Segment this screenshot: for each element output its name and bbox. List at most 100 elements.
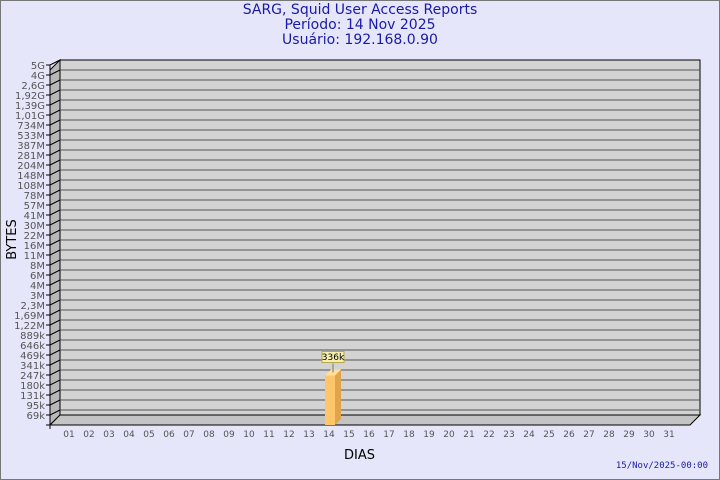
generated-timestamp: 15/Nov/2025-00:00 bbox=[615, 461, 708, 471]
y-tick-label: 889k bbox=[20, 331, 45, 342]
y-tick-label: 30M bbox=[24, 221, 45, 232]
y-tick-label: 4M bbox=[30, 281, 45, 292]
y-tick-slant bbox=[49, 149, 61, 156]
y-tick-slant bbox=[49, 119, 61, 126]
y-tick-slant bbox=[49, 89, 61, 96]
y-tick-slant bbox=[49, 389, 61, 396]
y-tick-label: 1,01G bbox=[15, 111, 45, 122]
y-tick-slant bbox=[49, 329, 61, 336]
x-tick-label: 14 bbox=[323, 430, 335, 440]
bar-side bbox=[335, 369, 341, 425]
plot-back-wall bbox=[59, 59, 701, 416]
y-tick-slant bbox=[49, 359, 61, 366]
y-tick-label: 22M bbox=[24, 231, 45, 242]
y-tick-label: 131k bbox=[20, 391, 45, 402]
y-tick-slant bbox=[49, 399, 61, 406]
plot-floor bbox=[48, 414, 702, 426]
x-tick-label: 19 bbox=[423, 430, 435, 440]
x-tick-label: 18 bbox=[403, 430, 415, 440]
y-axis-label: BYTES bbox=[4, 219, 20, 260]
period-subtitle: Período: 14 Nov 2025 bbox=[284, 17, 436, 33]
y-tick-label: 387M bbox=[17, 141, 45, 152]
x-tick-label: 28 bbox=[603, 430, 615, 440]
x-tick-label: 12 bbox=[283, 430, 294, 440]
y-tick-slant bbox=[49, 229, 61, 236]
x-tick-label: 05 bbox=[143, 430, 154, 440]
y-tick-label: 78M bbox=[24, 191, 45, 202]
user-subtitle: Usuário: 192.168.0.90 bbox=[282, 32, 438, 48]
y-tick-slant bbox=[49, 199, 61, 206]
x-tick-label: 07 bbox=[183, 430, 194, 440]
y-tick-label: 1,69M bbox=[14, 311, 45, 322]
y-tick-label: 180k bbox=[20, 381, 45, 392]
y-tick-slant bbox=[49, 219, 61, 226]
x-tick-label: 20 bbox=[443, 430, 455, 440]
x-axis-label: DIAS bbox=[344, 448, 375, 463]
x-tick-label: 29 bbox=[623, 430, 635, 440]
x-tick-label: 15 bbox=[343, 430, 354, 440]
y-tick-slant bbox=[49, 139, 61, 146]
y-tick-label: 69k bbox=[26, 411, 45, 422]
x-tick-label: 11 bbox=[263, 430, 274, 440]
y-tick-label: 4G bbox=[31, 71, 45, 82]
y-tick-label: 57M bbox=[24, 201, 45, 212]
y-tick-slant bbox=[49, 259, 61, 266]
y-tick-label: 533M bbox=[17, 131, 45, 142]
y-tick-slant bbox=[49, 409, 61, 416]
x-tick-label: 06 bbox=[163, 430, 175, 440]
y-tick-slant bbox=[49, 349, 61, 356]
y-tick-label: 1,39G bbox=[15, 101, 45, 112]
y-tick-label: 148M bbox=[17, 171, 45, 182]
x-tick-label: 04 bbox=[123, 430, 135, 440]
y-tick-label: 469k bbox=[20, 351, 45, 362]
x-tick-label: 09 bbox=[223, 430, 235, 440]
data-label-box bbox=[321, 350, 345, 363]
y-tick-label: 281M bbox=[17, 151, 45, 162]
x-tick-label: 31 bbox=[663, 430, 674, 440]
y-tick-slant bbox=[49, 59, 61, 66]
y-tick-slant bbox=[49, 129, 61, 136]
x-tick-label: 21 bbox=[463, 430, 474, 440]
x-tick-label: 01 bbox=[63, 430, 74, 440]
y-tick-label: 646k bbox=[20, 341, 45, 352]
y-tick-label: 41M bbox=[24, 211, 45, 222]
bar bbox=[325, 375, 335, 425]
y-tick-slant bbox=[49, 339, 61, 346]
y-tick-label: 16M bbox=[24, 241, 45, 252]
y-tick-label: 11M bbox=[24, 251, 45, 262]
y-tick-slant bbox=[49, 309, 61, 316]
y-tick-slant bbox=[49, 179, 61, 186]
x-tick-label: 10 bbox=[243, 430, 255, 440]
y-tick-label: 2,6G bbox=[21, 81, 45, 92]
y-tick-label: 1,92G bbox=[15, 91, 45, 102]
x-tick-label: 27 bbox=[583, 430, 594, 440]
y-tick-label: 204M bbox=[17, 161, 45, 172]
x-tick-label: 16 bbox=[363, 430, 375, 440]
y-tick-slant bbox=[49, 319, 61, 326]
y-tick-slant bbox=[49, 79, 61, 86]
x-tick-label: 22 bbox=[483, 430, 494, 440]
y-tick-slant bbox=[49, 379, 61, 386]
y-tick-slant bbox=[49, 189, 61, 196]
y-tick-label: 108M bbox=[17, 181, 45, 192]
y-tick-slant bbox=[49, 209, 61, 216]
x-tick-label: 17 bbox=[383, 430, 394, 440]
data-label: 336k bbox=[322, 353, 345, 363]
x-tick-label: 23 bbox=[503, 430, 514, 440]
y-tick-label: 8M bbox=[30, 261, 45, 272]
x-tick-label: 03 bbox=[103, 430, 114, 440]
x-tick-label: 30 bbox=[643, 430, 655, 440]
x-tick-label: 08 bbox=[203, 430, 215, 440]
y-tick-label: 95k bbox=[26, 401, 45, 412]
chart-title: SARG, Squid User Access Reports bbox=[242, 2, 478, 18]
y-tick-slant bbox=[49, 169, 61, 176]
y-tick-label: 3M bbox=[30, 291, 45, 302]
y-tick-slant bbox=[49, 269, 61, 276]
y-tick-slant bbox=[49, 69, 61, 76]
y-tick-label: 247k bbox=[20, 371, 45, 382]
y-tick-slant bbox=[49, 109, 61, 116]
y-tick-label: 5G bbox=[31, 61, 45, 72]
y-tick-slant bbox=[49, 299, 61, 306]
y-tick-slant bbox=[49, 99, 61, 106]
